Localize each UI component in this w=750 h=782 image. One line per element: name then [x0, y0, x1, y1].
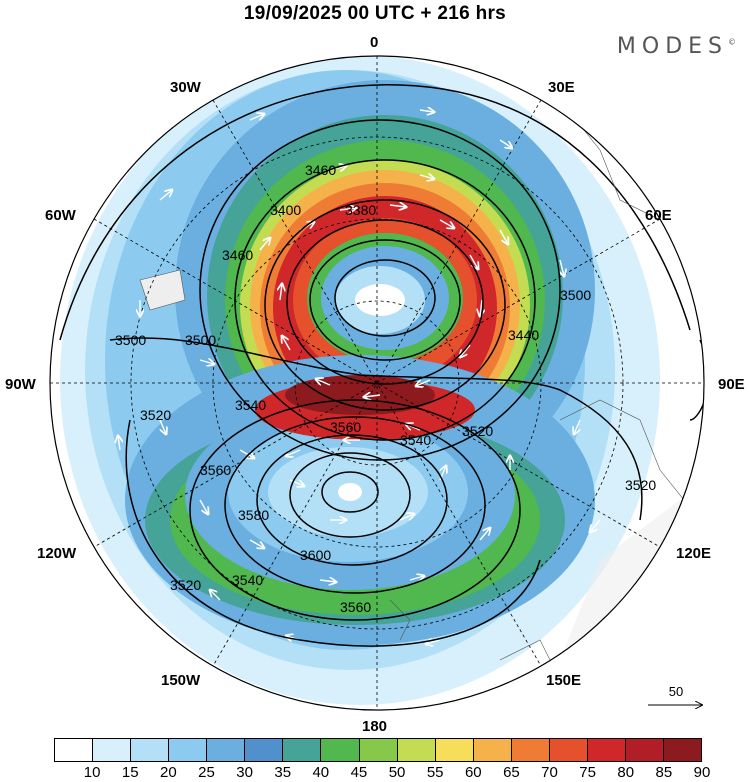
contour-label: 3600 — [300, 547, 331, 563]
colorbar-tick-label: 85 — [655, 764, 673, 781]
lon-label-180: 180 — [362, 718, 388, 735]
lon-label-150e: 150E — [546, 672, 582, 689]
contour-label: 3520 — [625, 477, 656, 493]
polar-map: 3460 3380 3400 3460 3500 3440 3500 3500 … — [49, 55, 705, 711]
contour-label: 3540 — [235, 397, 266, 413]
geopotential-contours — [59, 84, 704, 647]
contour-label: 3540 — [400, 432, 431, 448]
colorbar-tick-label: 40 — [312, 764, 330, 781]
lon-label-150w: 150W — [161, 672, 201, 689]
colorbar-tick-label: 55 — [426, 764, 444, 781]
colorbar-swatch — [473, 739, 512, 761]
contour-label: 3380 — [345, 202, 376, 218]
contour-label: 3560 — [330, 419, 361, 435]
contour-label: 3500 — [185, 332, 216, 348]
colorbar-swatch — [625, 739, 664, 761]
colorbar-tick-label: 20 — [160, 764, 177, 781]
colorbar-tick-label: 65 — [503, 764, 520, 781]
colorbar-swatch — [207, 739, 246, 761]
colorbar-swatch — [511, 739, 550, 761]
colorbar-tick-label: 90 — [693, 764, 711, 781]
contour-label: 3580 — [238, 507, 269, 523]
contour-label: 3500 — [115, 332, 146, 348]
colorbar-swatch — [664, 739, 702, 761]
contour-label: 3460 — [305, 162, 336, 178]
colorbar-tick-label: 75 — [579, 764, 596, 781]
colorbar-swatch — [55, 739, 94, 761]
brand-text: MODES — [616, 34, 728, 59]
contour-label: 3520 — [462, 423, 493, 439]
colorbar-swatch — [283, 739, 322, 761]
lon-label-0: 0 — [370, 34, 379, 51]
colorbar-tick-label: 15 — [121, 764, 139, 781]
lon-label-60w: 60W — [45, 207, 76, 224]
lon-label-30e: 30E — [548, 79, 575, 96]
colorbar-tick-label: 60 — [464, 764, 482, 781]
colorbar-tick-label: 10 — [83, 764, 101, 781]
colorbar-tick-label: 50 — [388, 764, 406, 781]
contour-labels: 3460 3380 3400 3460 3500 3440 3500 3500 … — [115, 162, 656, 615]
modes-logo: MODES© — [616, 34, 736, 59]
contour-label: 3520 — [140, 407, 171, 423]
contour-label: 3460 — [222, 247, 253, 263]
colorbar-tick-label: 80 — [617, 764, 635, 781]
contour-label: 3400 — [270, 202, 301, 218]
colorbar-swatch — [435, 739, 474, 761]
colorbar-tick-label: 70 — [541, 764, 558, 781]
colorbar-tick-label: 45 — [350, 764, 368, 781]
reference-vector-label: 50 — [668, 684, 684, 699]
contour-label: 3540 — [232, 572, 263, 588]
colorbar-ticks: 10 15 20 25 30 35 40 45 50 55 60 65 70 75 80 85 90 — [54, 764, 711, 782]
contour-label: 3520 — [170, 577, 201, 593]
contour-label: 3560 — [340, 599, 371, 615]
contour-label: 3500 — [560, 287, 591, 303]
lon-label-90w: 90W — [5, 376, 36, 393]
colorbar-swatch — [169, 739, 208, 761]
colorbar-swatch — [131, 739, 170, 761]
map-border — [49, 55, 705, 711]
colorbar-swatch — [245, 739, 284, 761]
colorbar-swatch — [587, 739, 626, 761]
lon-label-60e: 60E — [645, 207, 672, 224]
map-title: 19/09/2025 00 UTC + 216 hrs — [243, 3, 507, 24]
contour-label: 3440 — [508, 327, 539, 343]
lon-label-120e: 120E — [676, 545, 712, 562]
colorbar-swatch — [549, 739, 588, 761]
contour-label: 3560 — [200, 462, 231, 478]
colorbar-swatch — [397, 739, 436, 761]
colorbar-swatch — [321, 739, 360, 761]
lon-label-30w: 30W — [170, 79, 201, 96]
colorbar-tick-label: 25 — [198, 764, 215, 781]
colorbar-swatch — [359, 739, 398, 761]
lon-label-120w: 120W — [37, 545, 77, 562]
colorbar-tick-label: 35 — [274, 764, 292, 781]
colorbar-swatch — [93, 739, 132, 761]
colorbar-tick-label: 30 — [236, 764, 253, 781]
colorbar — [54, 738, 702, 762]
lon-label-90e: 90E — [718, 376, 745, 393]
